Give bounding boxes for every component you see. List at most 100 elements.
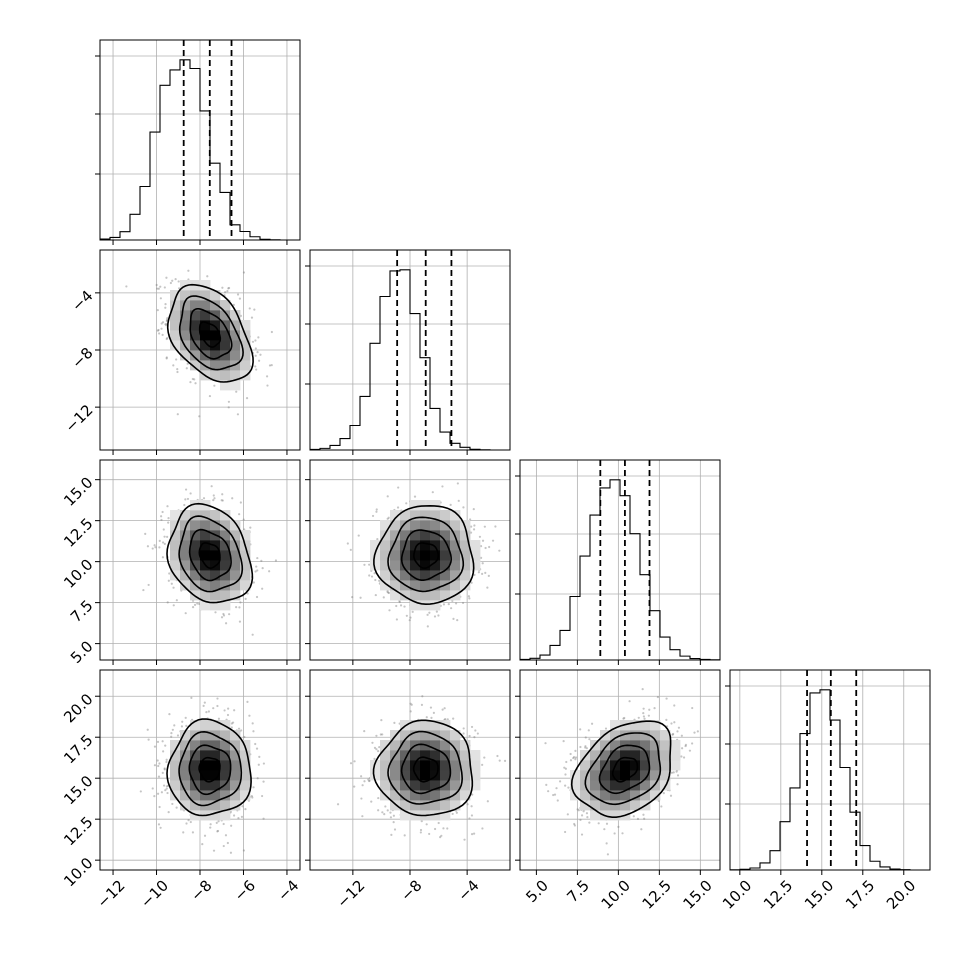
density-cell — [210, 800, 221, 811]
scatter-point — [193, 378, 196, 381]
density-cell — [390, 780, 401, 791]
scatter-point — [158, 332, 161, 335]
density-cell — [220, 810, 231, 821]
scatter-point — [161, 740, 164, 743]
density-cell — [650, 740, 661, 751]
scatter-point — [472, 508, 475, 511]
density-cell — [610, 790, 621, 801]
scatter-point — [168, 572, 171, 575]
scatter-point — [165, 318, 169, 322]
scatter-point — [410, 703, 413, 706]
density-cell — [180, 330, 191, 341]
density-cell — [170, 540, 181, 551]
scatter-point — [569, 752, 572, 756]
density-cell — [620, 780, 631, 791]
scatter-point — [681, 747, 684, 750]
density-cell — [220, 580, 231, 591]
scatter-point — [359, 596, 362, 599]
scatter-point — [670, 771, 674, 774]
density-cell — [580, 770, 591, 781]
scatter-point — [357, 534, 360, 537]
density-cell — [190, 310, 201, 321]
density-cell — [630, 770, 641, 781]
scatter-point — [440, 834, 443, 837]
scatter-point — [249, 526, 252, 529]
density-cell — [450, 770, 461, 781]
density-cell — [180, 730, 191, 741]
density-cell — [210, 570, 221, 581]
scatter-point — [563, 766, 566, 769]
histogram-panel-0 — [95, 39, 301, 241]
scatter-point — [177, 287, 181, 290]
scatter-point — [254, 354, 257, 357]
scatter-point — [442, 827, 445, 830]
density-cell — [630, 760, 641, 771]
scatter-point — [185, 724, 188, 728]
scatter-point — [227, 406, 230, 409]
density-cell — [420, 780, 431, 791]
scatter-point — [151, 787, 154, 790]
x-tick-label: 5.0 — [522, 876, 552, 906]
density-cell — [430, 790, 441, 801]
density-cell — [210, 750, 221, 761]
density-cell — [430, 810, 441, 821]
density-cell — [430, 590, 441, 601]
density-cell — [390, 530, 401, 541]
density-cell — [240, 550, 251, 561]
scatter-point — [604, 727, 608, 730]
scatter-point — [386, 517, 389, 520]
scatter-point — [425, 716, 428, 719]
density-cell — [220, 530, 231, 541]
density-cell — [240, 760, 251, 771]
scatter-point — [240, 729, 243, 732]
density-cell — [640, 760, 651, 771]
density-cell — [580, 800, 591, 811]
density-cell — [450, 510, 461, 521]
density-cell — [410, 720, 421, 731]
contour-level-1 — [188, 744, 232, 796]
scatter-point — [425, 823, 428, 826]
density-cell — [430, 560, 441, 571]
density-cell — [400, 520, 411, 531]
scatter-point — [242, 271, 246, 274]
scatter-point — [182, 831, 185, 834]
scatter-point — [161, 333, 164, 336]
scatter-point — [405, 502, 408, 505]
scatter-point — [167, 579, 170, 582]
density-cell — [190, 510, 201, 521]
scatter-point — [156, 792, 160, 795]
density-cell — [650, 770, 661, 781]
density-panel-0-3 — [99, 669, 301, 871]
scatter-point — [190, 696, 193, 699]
density-panel-0-2 — [99, 459, 301, 661]
scatter-point — [255, 747, 259, 750]
scatter-point — [442, 603, 446, 606]
density-cell — [460, 580, 471, 591]
density-cell — [220, 750, 231, 761]
scatter-point — [588, 821, 591, 824]
density-cell — [210, 520, 221, 531]
density-cell — [410, 500, 421, 511]
scatter-point — [398, 599, 401, 603]
scatter-point — [553, 793, 557, 796]
density-cell — [590, 810, 601, 821]
scatter-point — [360, 797, 363, 800]
scatter-point — [248, 307, 251, 310]
scatter-point — [257, 763, 260, 766]
scatter-point — [162, 528, 165, 531]
y-tick-label: 15.0 — [60, 473, 96, 509]
scatter-point — [164, 789, 167, 792]
density-cell — [610, 730, 621, 741]
density-cell — [590, 770, 601, 781]
scatter-point — [481, 562, 484, 565]
density-cell — [170, 290, 181, 301]
scatter-point — [446, 718, 449, 721]
scatter-point — [198, 415, 201, 418]
density-cell — [390, 560, 401, 571]
density-cell — [640, 770, 651, 781]
scatter-point — [158, 805, 161, 809]
scatter-point — [428, 611, 431, 614]
y-tick-label: 12.5 — [60, 813, 96, 849]
density-cell — [450, 740, 461, 751]
scatter-point — [379, 733, 382, 736]
